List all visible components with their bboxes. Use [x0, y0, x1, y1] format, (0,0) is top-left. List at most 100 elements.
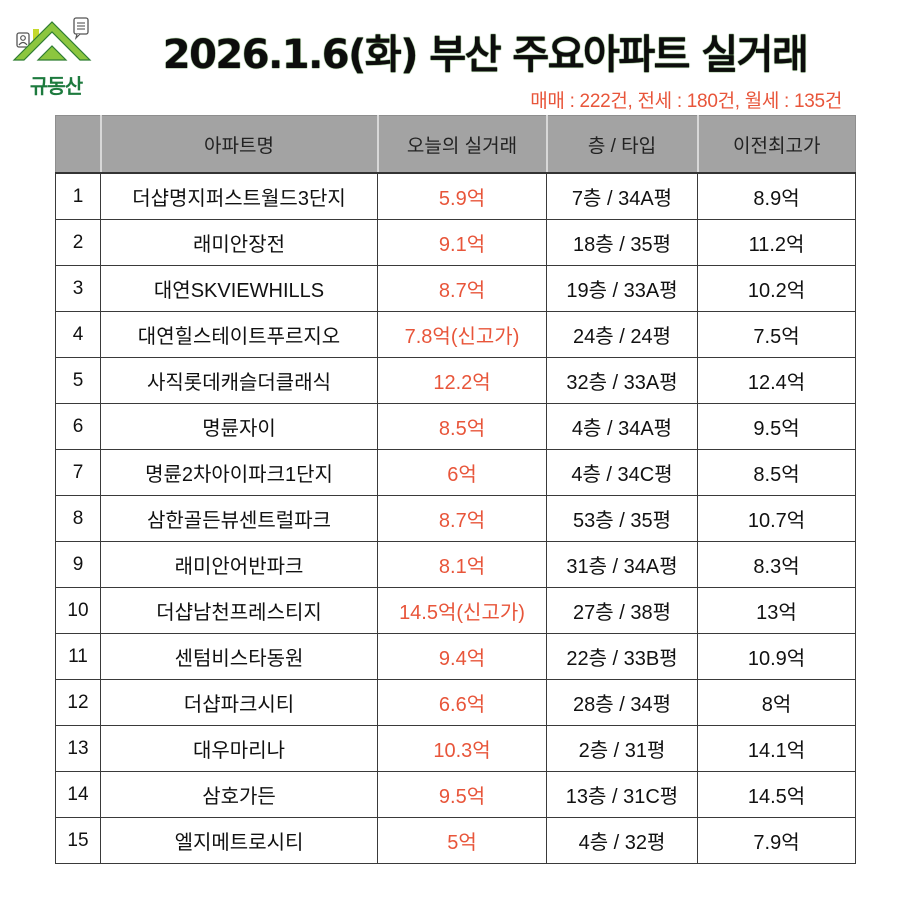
today-price-cell: 12.2억 [377, 357, 547, 404]
floor-type-cell: 32층 / 33A평 [546, 357, 698, 404]
today-price-cell: 10.3억 [377, 725, 547, 772]
previous-high-cell: 10.2억 [697, 265, 856, 312]
table-row: 5 사직롯데캐슬더클래식 12.2억 32층 / 33A평 12.4억 [55, 357, 856, 404]
apartment-name-cell: 대연힐스테이트푸르지오 [100, 311, 378, 358]
column-header-previous-high: 이전최고가 [696, 115, 856, 174]
floor-type-cell: 19층 / 33A평 [546, 265, 698, 312]
previous-high-cell: 10.9억 [697, 633, 856, 680]
previous-high-cell: 13억 [697, 587, 856, 634]
table-header: 아파트명 오늘의 실거래 층 / 타입 이전최고가 [55, 115, 856, 174]
previous-high-cell: 11.2억 [697, 219, 856, 266]
apartment-name-cell: 래미안어반파크 [100, 541, 378, 588]
apartment-name-cell: 더샵명지퍼스트월드3단지 [100, 172, 378, 220]
table-row: 10 더샵남천프레스티지 14.5억(신고가) 27층 / 38평 13억 [55, 587, 856, 634]
previous-high-cell: 7.5억 [697, 311, 856, 358]
previous-high-cell: 8.9억 [697, 172, 856, 220]
today-price-cell: 5억 [377, 817, 547, 864]
today-price-cell: 9.1억 [377, 219, 547, 266]
row-number-cell: 8 [55, 495, 101, 542]
table-row: 15 엘지메트로시티 5억 4층 / 32평 7.9억 [55, 817, 856, 864]
floor-type-cell: 4층 / 34A평 [546, 403, 698, 450]
column-header-apartment-name: 아파트명 [99, 115, 378, 174]
apartment-name-cell: 대우마리나 [100, 725, 378, 772]
table-row: 9 래미안어반파크 8.1억 31층 / 34A평 8.3억 [55, 541, 856, 588]
floor-type-cell: 28층 / 34평 [546, 679, 698, 726]
today-price-cell: 5.9억 [377, 172, 547, 220]
table-row: 3 대연SKVIEWHILLS 8.7억 19층 / 33A평 10.2억 [55, 265, 856, 312]
row-number-cell: 10 [55, 587, 101, 634]
table-row: 8 삼한골든뷰센트럴파크 8.7억 53층 / 35평 10.7억 [55, 495, 856, 542]
column-header-floor-type: 층 / 타입 [545, 115, 698, 174]
floor-type-cell: 22층 / 33B평 [546, 633, 698, 680]
today-price-cell: 9.4억 [377, 633, 547, 680]
row-number-cell: 5 [55, 357, 101, 404]
row-number-cell: 12 [55, 679, 101, 726]
row-number-cell: 9 [55, 541, 101, 588]
transactions-table: 아파트명 오늘의 실거래 층 / 타입 이전최고가 1 더샵명지퍼스트월드3단지 5… [55, 115, 856, 864]
apartment-name-cell: 삼호가든 [100, 771, 378, 818]
apartment-name-cell: 사직롯데캐슬더클래식 [100, 357, 378, 404]
today-price-cell: 8.5억 [377, 403, 547, 450]
apartment-name-cell: 명륜2차아이파크1단지 [100, 449, 378, 496]
page-title: 2026.1.6(화) 부산 주요아파트 실거래 [162, 32, 809, 78]
table-row: 7 명륜2차아이파크1단지 6억 4층 / 34C평 8.5억 [55, 449, 856, 496]
row-number-cell: 6 [55, 403, 101, 450]
floor-type-cell: 27층 / 38평 [546, 587, 698, 634]
previous-high-cell: 10.7억 [697, 495, 856, 542]
apartment-name-cell: 더샵파크시티 [100, 679, 378, 726]
table-row: 12 더샵파크시티 6.6억 28층 / 34평 8억 [55, 679, 856, 726]
table-row: 4 대연힐스테이트푸르지오 7.8억(신고가) 24층 / 24평 7.5억 [55, 311, 856, 358]
table-body: 1 더샵명지퍼스트월드3단지 5.9억 7층 / 34A평 8.9억 2 래미안장전 9.1억… [55, 172, 856, 864]
apartment-name-cell: 대연SKVIEWHILLS [100, 265, 378, 312]
today-price-cell: 8.1억 [377, 541, 547, 588]
apartment-name-cell: 더샵남천프레스티지 [100, 587, 378, 634]
brand-logo: 규동산 [10, 14, 100, 98]
previous-high-cell: 8억 [697, 679, 856, 726]
previous-high-cell: 8.3억 [697, 541, 856, 588]
table-row: 1 더샵명지퍼스트월드3단지 5.9억 7층 / 34A평 8.9억 [55, 172, 856, 220]
today-price-cell: 14.5억(신고가) [377, 587, 547, 634]
house-roof-icon [12, 17, 92, 61]
apartment-name-cell: 래미안장전 [100, 219, 378, 266]
table-row: 13 대우마리나 10.3억 2층 / 31평 14.1억 [55, 725, 856, 772]
today-price-cell: 6.6억 [377, 679, 547, 726]
today-price-cell: 9.5억 [377, 771, 547, 818]
chat-bubble-icon [73, 17, 89, 40]
column-header-index [55, 115, 102, 174]
floor-type-cell: 53층 / 35평 [546, 495, 698, 542]
apartment-name-cell: 삼한골든뷰센트럴파크 [100, 495, 378, 542]
floor-type-cell: 18층 / 35평 [546, 219, 698, 266]
person-badge-icon [16, 32, 30, 48]
today-price-cell: 8.7억 [377, 265, 547, 312]
table-row: 6 명륜자이 8.5억 4층 / 34A평 9.5억 [55, 403, 856, 450]
row-number-cell: 7 [55, 449, 101, 496]
row-number-cell: 4 [55, 311, 101, 358]
transaction-summary: 매매 : 222건, 전세 : 180건, 월세 : 135건 [530, 91, 842, 112]
previous-high-cell: 7.9억 [697, 817, 856, 864]
today-price-cell: 8.7억 [377, 495, 547, 542]
brand-name: 규동산 [29, 74, 83, 98]
floor-type-cell: 2층 / 31평 [546, 725, 698, 772]
previous-high-cell: 14.1억 [697, 725, 856, 772]
floor-type-cell: 24층 / 24평 [546, 311, 698, 358]
floor-type-cell: 7층 / 34A평 [546, 172, 698, 220]
row-number-cell: 11 [55, 633, 101, 680]
previous-high-cell: 12.4억 [697, 357, 856, 404]
table-row: 14 삼호가든 9.5억 13층 / 31C평 14.5억 [55, 771, 856, 818]
row-number-cell: 1 [55, 172, 101, 220]
column-header-today-price: 오늘의 실거래 [376, 115, 547, 174]
today-price-cell: 7.8억(신고가) [377, 311, 547, 358]
apartment-name-cell: 엘지메트로시티 [100, 817, 378, 864]
previous-high-cell: 14.5억 [697, 771, 856, 818]
today-price-cell: 6억 [377, 449, 547, 496]
row-number-cell: 13 [55, 725, 101, 772]
floor-type-cell: 4층 / 34C평 [546, 449, 698, 496]
floor-type-cell: 4층 / 32평 [546, 817, 698, 864]
row-number-cell: 14 [55, 771, 101, 818]
previous-high-cell: 9.5억 [697, 403, 856, 450]
row-number-cell: 15 [55, 817, 101, 864]
row-number-cell: 3 [55, 265, 101, 312]
apartment-name-cell: 명륜자이 [100, 403, 378, 450]
previous-high-cell: 8.5억 [697, 449, 856, 496]
table-row: 2 래미안장전 9.1억 18층 / 35평 11.2억 [55, 219, 856, 266]
